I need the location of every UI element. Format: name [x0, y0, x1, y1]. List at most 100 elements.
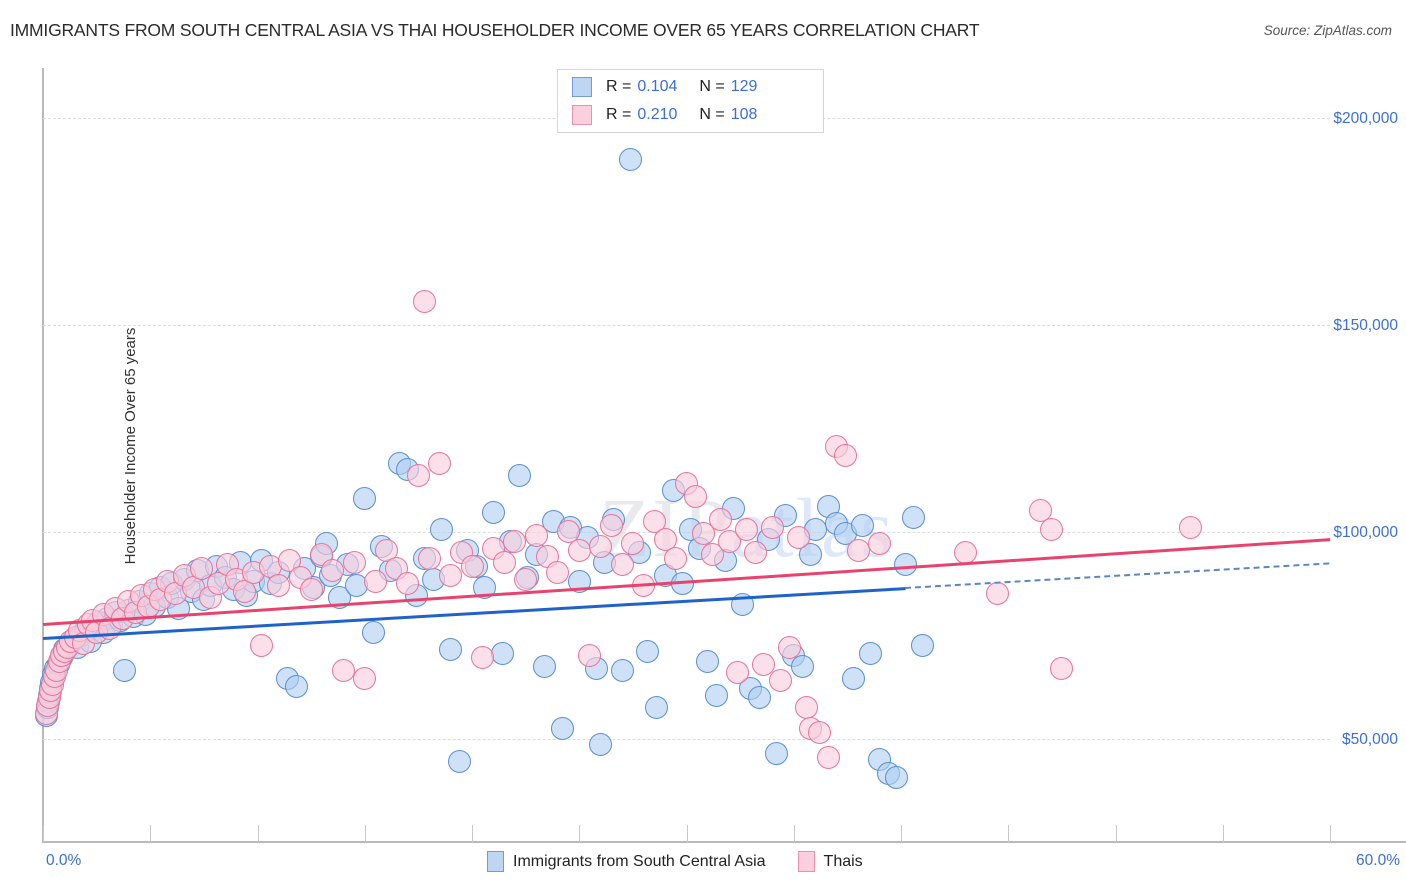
scatter-point [567, 538, 591, 562]
scatter-point [636, 640, 660, 664]
scatter-point [709, 507, 733, 531]
r-value-pink: 0.210 [637, 106, 678, 123]
scatter-point [406, 464, 430, 488]
r-label-pink: R = [606, 106, 632, 123]
scatter-point [730, 592, 754, 616]
scatter-point [439, 638, 463, 662]
scatter-point [567, 569, 591, 593]
y-axis-title: Householder Income Over 65 years [121, 327, 139, 565]
x-axis-tick [257, 825, 259, 842]
legend-label-thais: Thais [823, 852, 863, 870]
correlation-stats-box: R = 0.104 N = 129 R = 0.210 N = 108 [557, 69, 824, 133]
scatter-point [1050, 656, 1074, 680]
scatter-point [683, 484, 707, 508]
scatter-point [743, 540, 767, 564]
scatter-point [514, 567, 538, 591]
scatter-point [816, 745, 840, 769]
scatter-point [524, 524, 548, 548]
scatter-point [327, 586, 351, 610]
scatter-point [859, 642, 883, 666]
scatter-point [361, 621, 385, 645]
scatter-point [396, 571, 420, 595]
blue-series-swatch [572, 77, 592, 97]
scatter-point [557, 520, 581, 544]
x-axis-tick [901, 825, 902, 842]
gridline [43, 324, 1330, 326]
scatter-point [850, 513, 874, 537]
scatter-point [353, 486, 377, 510]
scatter-point [1028, 499, 1052, 523]
scatter-point [599, 513, 623, 537]
scatter-point [893, 553, 917, 577]
x-axis-tick [1008, 825, 1010, 842]
scatter-point [610, 553, 634, 577]
scatter-point [342, 551, 366, 575]
scatter-point [833, 443, 857, 467]
scatter-point [503, 530, 527, 554]
scatter-point [447, 749, 471, 773]
scatter-point [986, 582, 1010, 606]
y-axis-tick-label: $150,000 [1333, 316, 1398, 334]
x-axis-tick [43, 825, 44, 842]
scatter-point [267, 573, 291, 597]
scatter-point [331, 658, 355, 682]
scatter-point [413, 290, 437, 314]
scatter-point [589, 733, 613, 757]
scatter-point [910, 633, 934, 657]
x-axis-tick [793, 825, 795, 842]
scatter-point [790, 654, 814, 678]
x-axis-tick [150, 825, 152, 842]
scatter-point [428, 451, 452, 475]
scatter-point [533, 654, 557, 678]
scatter-point [777, 635, 801, 659]
scatter-point [735, 518, 759, 541]
y-axis-tick-label: $50,000 [1341, 730, 1398, 748]
x-axis-tick [1330, 825, 1331, 842]
scatter-point [492, 551, 516, 575]
scatter-point [795, 695, 819, 719]
scatter-point [885, 766, 909, 790]
scatter-point [299, 578, 323, 602]
x-axis-tick [1115, 825, 1117, 842]
n-value-blue: 129 [730, 78, 758, 95]
gridline [43, 738, 1330, 740]
x-axis-tick [364, 825, 366, 842]
stats-row-blue: R = 0.104 N = 129 [572, 74, 757, 100]
x-axis-tick [579, 825, 581, 842]
n-label-pink: N = [699, 106, 725, 123]
scatter-point [696, 650, 720, 674]
scatter-point [747, 685, 771, 709]
scatter-point [578, 644, 602, 668]
scatter-point [507, 464, 531, 488]
scatter-point [644, 695, 668, 719]
r-value-blue: 0.104 [637, 78, 678, 95]
scatter-point [786, 526, 810, 550]
legend-swatch-immigrants[interactable] [487, 851, 504, 872]
scatter-point [621, 532, 645, 556]
x-axis-tick [472, 825, 473, 842]
scatter-point [473, 575, 497, 599]
x-axis-min-label: 0.0% [46, 852, 82, 869]
scatter-point [113, 658, 136, 682]
scatter-point [550, 716, 574, 740]
scatter-point [765, 741, 789, 765]
scatter-point [610, 658, 634, 682]
x-axis-tick [1222, 825, 1224, 842]
scatter-point [250, 633, 274, 657]
scatter-point [799, 542, 823, 566]
scatter-point [700, 542, 724, 566]
scatter-point [481, 501, 505, 525]
scatter-point [664, 546, 688, 570]
scatter-point [1039, 518, 1063, 541]
legend-swatch-thais[interactable] [797, 851, 815, 872]
scatter-point [190, 557, 214, 581]
scatter-point [902, 505, 926, 529]
stats-row-pink: R = 0.210 N = 108 [572, 102, 757, 128]
scatter-point [653, 528, 677, 552]
scatter-point [321, 559, 345, 583]
scatter-point [769, 669, 793, 693]
scatter-point [705, 683, 729, 707]
r-label-blue: R = [606, 78, 632, 95]
scatter-point [846, 538, 870, 562]
